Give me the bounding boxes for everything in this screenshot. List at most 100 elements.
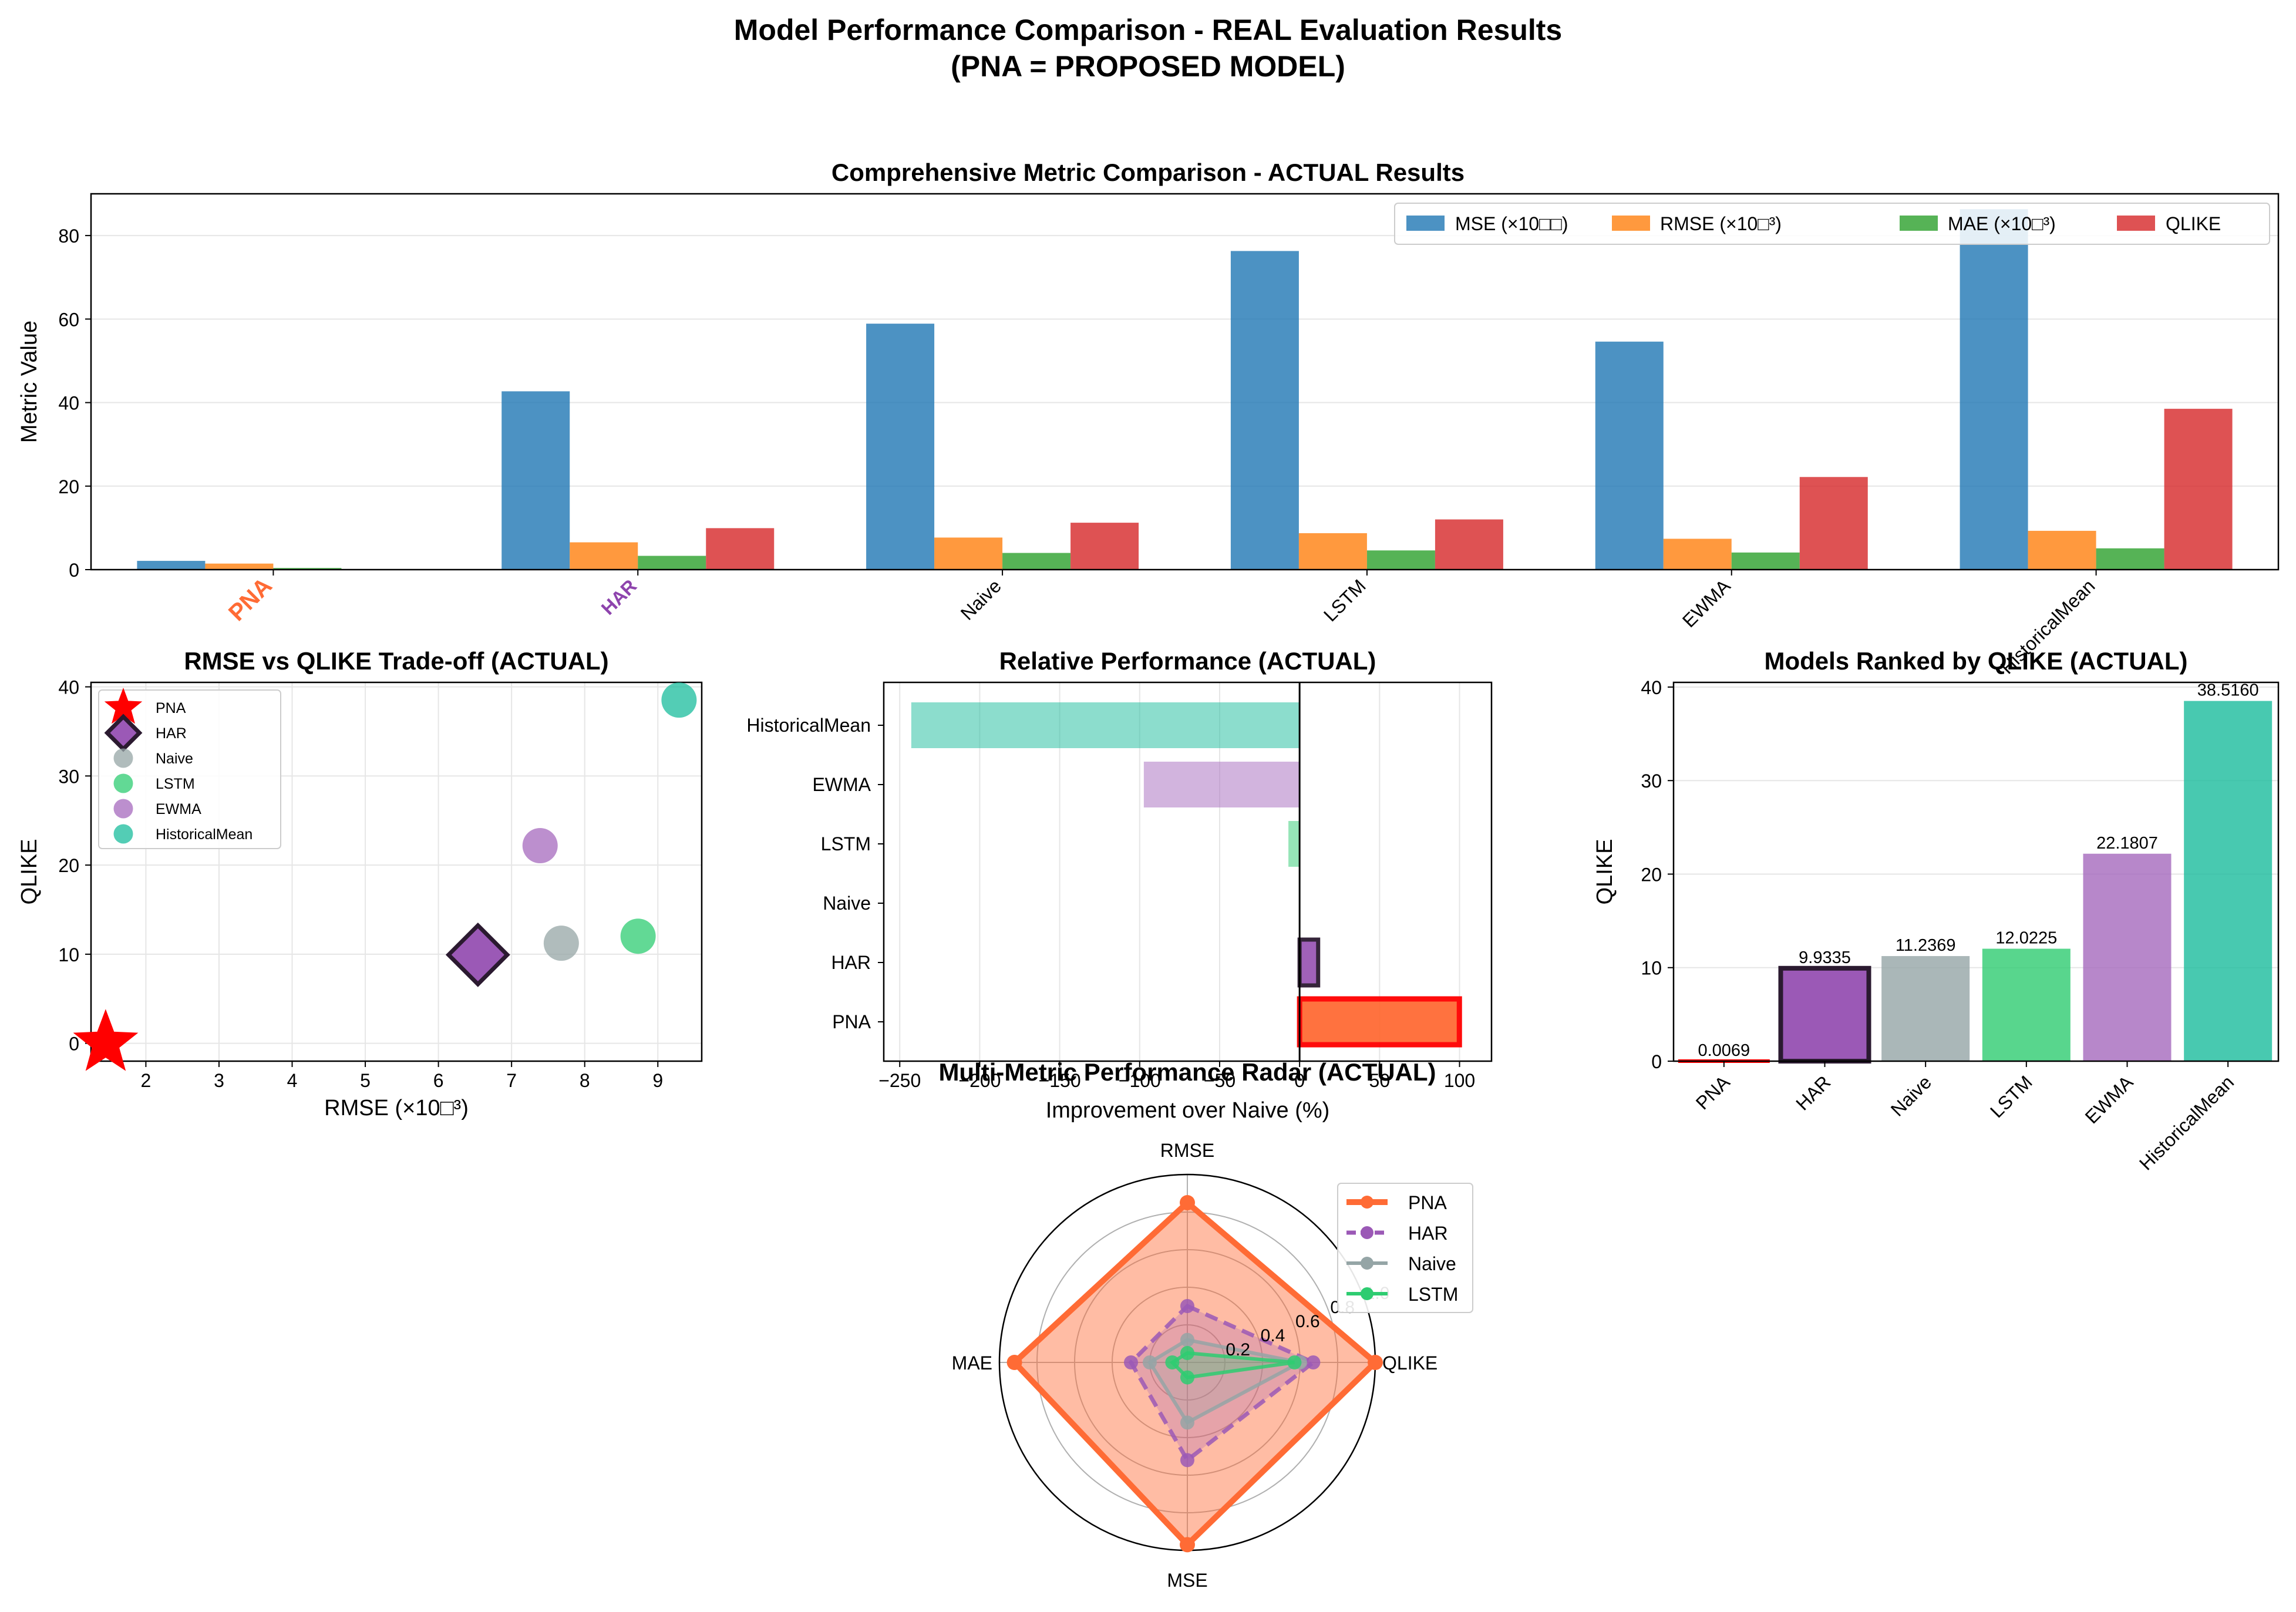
chart-title: RMSE vs QLIKE Trade-off (ACTUAL) — [184, 647, 608, 675]
y-tick-label: 20 — [58, 476, 79, 497]
legend-label: RMSE (×10□³) — [1660, 213, 1782, 234]
legend-label: PNA — [1408, 1192, 1447, 1213]
y-tick-label: 80 — [58, 226, 79, 247]
bar-HistoricalMean-s0 — [1960, 209, 2028, 570]
x-tick-label: 50 — [1369, 1070, 1391, 1091]
radar-point-HAR — [1306, 1355, 1321, 1369]
chart-title: Models Ranked by QLIKE (ACTUAL) — [1764, 647, 2187, 675]
legend-label: LSTM — [1408, 1284, 1458, 1305]
legend-label: MAE (×10□³) — [1948, 213, 2056, 234]
x-tick-label-Naive: Naive — [1887, 1071, 1935, 1120]
hbar-HAR — [1297, 937, 1321, 988]
figure-title-line1: Model Performance Comparison - REAL Eval… — [734, 14, 1562, 46]
chart-title: Comprehensive Metric Comparison - ACTUAL… — [831, 159, 1465, 186]
radar-point-LSTM — [1180, 1346, 1194, 1360]
y-tick-label-LSTM: LSTM — [821, 833, 871, 854]
x-tick-label-Naive: Naive — [957, 575, 1005, 624]
x-axis-label: Improvement over Naive (%) — [1046, 1098, 1330, 1123]
radar-point-Naive — [1143, 1355, 1157, 1369]
point-LSTM — [620, 918, 656, 954]
radar-point-Naive — [1180, 1332, 1194, 1347]
bar-Naive-s0 — [866, 324, 935, 570]
legend-label: Naive — [156, 751, 193, 767]
x-tick-label-HAR: HAR — [597, 575, 641, 618]
y-tick-label: 0 — [69, 560, 79, 581]
legend: PNA HAR Naive LSTM EWMA HistoricalMean — [98, 688, 281, 849]
legend-label: LSTM — [156, 776, 195, 792]
y-tick-label-EWMA: EWMA — [812, 774, 871, 795]
bar-HistoricalMean-s2 — [2096, 548, 2164, 570]
x-axis-label: RMSE (×10□³) — [324, 1096, 469, 1120]
chart-title: Relative Performance (ACTUAL) — [999, 647, 1376, 675]
bar-LSTM-s2 — [1366, 550, 1435, 570]
legend-marker — [1361, 1196, 1373, 1209]
radar-r-label: 0.4 — [1261, 1326, 1285, 1345]
radar-chart: 0.20.40.60.81.0RMSEQLIKEMSEMAEMulti-Metr… — [938, 1058, 1473, 1591]
radar-axis-label-RMSE: RMSE — [1160, 1140, 1214, 1161]
bar-HistoricalMean-s3 — [2164, 409, 2233, 570]
bar-EWMA-s1 — [1663, 539, 1732, 570]
legend-marker — [113, 773, 133, 793]
bar-PNA-s2 — [273, 568, 342, 570]
x-tick-label: 6 — [433, 1070, 444, 1091]
legend-swatch — [1612, 216, 1650, 231]
radar-point-Naive — [1180, 1415, 1194, 1430]
bar-HAR-s1 — [570, 542, 638, 570]
plot-frame — [1672, 681, 2280, 1062]
bar-value-label: 12.0225 — [1995, 929, 2057, 948]
legend: MSE (×10□□) RMSE (×10□³) MAE (×10□³) QLIKE — [1394, 203, 2270, 245]
bar-value-label: 9.9335 — [1799, 948, 1851, 967]
y-tick-label: 40 — [58, 393, 79, 414]
y-tick-label: 20 — [1641, 864, 1662, 885]
bar-LSTM-s1 — [1298, 533, 1367, 570]
radar-axis-label-MSE: MSE — [1167, 1570, 1207, 1591]
radar-point-HAR — [1180, 1299, 1194, 1313]
hbar-PNA — [1297, 996, 1462, 1048]
legend-swatch — [2117, 216, 2155, 231]
y-tick-label: 40 — [58, 677, 79, 698]
radar-line-HAR — [1128, 1303, 1318, 1463]
bar-HAR — [1778, 965, 1871, 1064]
x-tick-label: −150 — [1039, 1070, 1081, 1091]
bar-Naive-s1 — [934, 537, 1003, 570]
legend-frame — [1337, 1183, 1473, 1313]
x-tick-label: −100 — [1119, 1070, 1161, 1091]
legend-label: MSE (×10□□) — [1455, 213, 1568, 234]
legend-frame — [98, 689, 281, 849]
radar-point-PNA — [1180, 1195, 1195, 1210]
x-tick-label-HAR: HAR — [1792, 1071, 1834, 1114]
y-tick-label-HistoricalMean: HistoricalMean — [746, 715, 871, 736]
bar-value-label: 38.5160 — [2197, 681, 2259, 700]
x-tick-label-EWMA: EWMA — [2081, 1071, 2137, 1128]
radar-axis-label-QLIKE: QLIKE — [1382, 1352, 1437, 1374]
x-tick-label: 2 — [141, 1070, 152, 1091]
x-tick-label: 9 — [652, 1070, 663, 1091]
bar-EWMA-s0 — [1595, 341, 1664, 570]
bar-Naive-s2 — [1002, 553, 1071, 570]
hbar-LSTM — [1288, 821, 1300, 867]
legend-label: QLIKE — [2166, 213, 2221, 234]
legend-label: HAR — [156, 725, 187, 742]
x-tick-label: 3 — [214, 1070, 224, 1091]
radar-point-PNA — [1006, 1355, 1022, 1370]
radar-point-LSTM — [1180, 1370, 1194, 1385]
y-tick-label-PNA: PNA — [832, 1011, 871, 1032]
y-tick-label: 10 — [1641, 958, 1662, 979]
y-tick-label: 40 — [1641, 677, 1662, 698]
legend-marker — [1361, 1257, 1373, 1270]
bar-HAR-s2 — [638, 556, 706, 570]
y-tick-label: 20 — [58, 855, 79, 876]
x-tick-label: 0 — [1294, 1070, 1305, 1091]
x-tick-label-PNA: PNA — [1692, 1071, 1734, 1113]
x-tick-label-LSTM: LSTM — [1319, 575, 1370, 625]
bar-EWMA — [2083, 853, 2172, 1061]
legend: PNA HAR Naive LSTM — [1337, 1183, 1473, 1313]
figure-title-line2: (PNA = PROPOSED MODEL) — [951, 50, 1345, 83]
legend-label: HistoricalMean — [156, 826, 253, 843]
bar-LSTM-s3 — [1435, 519, 1503, 570]
legend-marker — [113, 824, 133, 844]
x-tick-label-PNA: PNA — [224, 573, 277, 626]
legend-label: HAR — [1408, 1223, 1448, 1244]
